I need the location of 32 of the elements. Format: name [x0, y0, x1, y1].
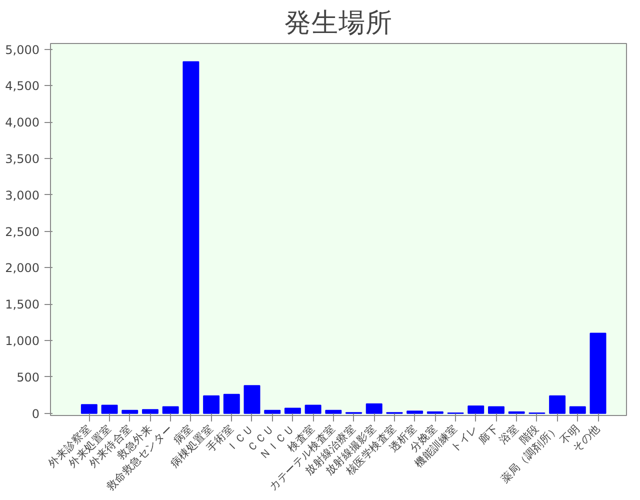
y-tick-label: 3,000: [5, 188, 40, 202]
bar: [244, 385, 260, 414]
y-tick-label: 1,000: [5, 334, 40, 348]
y-tick-label: 2,500: [5, 224, 40, 239]
bar: [304, 404, 322, 414]
bar: [590, 332, 606, 414]
bar: [549, 395, 566, 414]
y-tick-label: 0: [32, 406, 40, 421]
y-tick-label: 1,500: [5, 298, 40, 312]
chart-title: 発生場所: [284, 8, 392, 38]
y-tick-label: 2,000: [5, 261, 40, 276]
bar: [284, 408, 301, 414]
bar: [264, 410, 281, 414]
y-tick-label: 4,500: [5, 79, 40, 94]
y-tick-label: 3,500: [5, 152, 40, 166]
y-tick-label: 5,000: [5, 42, 40, 57]
bar: [122, 410, 138, 414]
bar: [142, 409, 158, 414]
bar: [182, 61, 200, 414]
y-tick-label: 4,000: [5, 116, 40, 130]
bar: [488, 406, 504, 414]
bar: [101, 404, 118, 414]
bar: [569, 406, 586, 414]
bar: [468, 406, 484, 414]
bar: [162, 406, 179, 414]
y-tick-label: 500: [16, 370, 40, 384]
bar: [325, 410, 342, 414]
bar: [223, 394, 240, 414]
bar: [80, 404, 98, 414]
bar: [366, 403, 382, 414]
bar: [406, 410, 424, 414]
bar: [203, 395, 220, 414]
